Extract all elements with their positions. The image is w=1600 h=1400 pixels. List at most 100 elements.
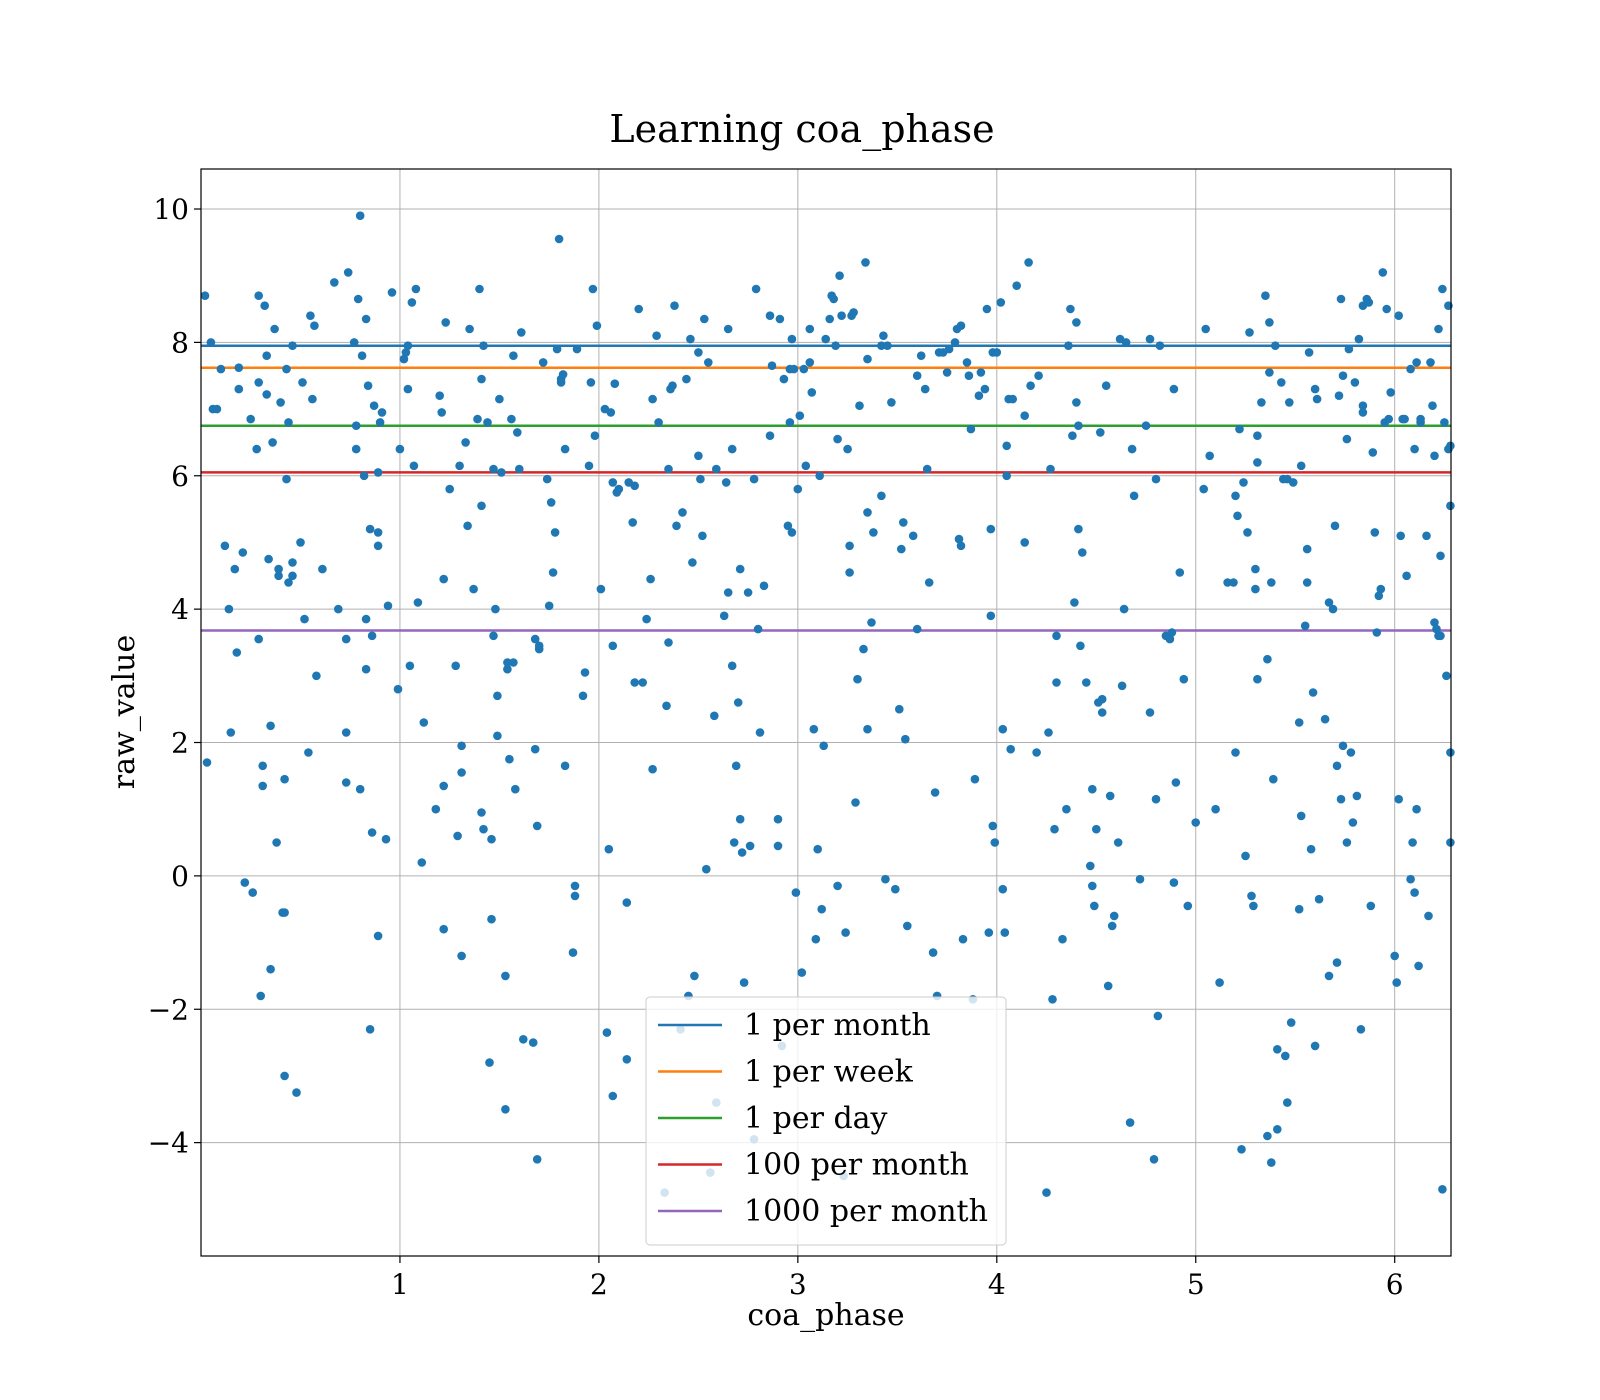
data-point bbox=[821, 334, 830, 344]
data-point bbox=[1169, 384, 1179, 394]
data-point bbox=[1171, 778, 1181, 787]
data-point bbox=[1364, 298, 1374, 307]
data-point bbox=[1346, 748, 1356, 757]
data-point bbox=[351, 444, 361, 454]
data-point bbox=[773, 841, 783, 851]
data-point bbox=[1082, 678, 1091, 687]
data-point bbox=[284, 578, 293, 587]
data-point bbox=[1332, 761, 1342, 771]
data-point bbox=[312, 671, 321, 681]
data-point bbox=[668, 381, 677, 391]
data-point bbox=[990, 838, 1000, 847]
y-tick-label: 2 bbox=[171, 727, 189, 760]
data-point bbox=[1243, 528, 1252, 537]
data-point bbox=[859, 644, 868, 654]
x-tick-label: 2 bbox=[590, 1268, 608, 1301]
data-point bbox=[694, 451, 703, 461]
data-point bbox=[801, 461, 811, 471]
data-point bbox=[487, 914, 496, 924]
data-point bbox=[1020, 411, 1029, 421]
data-point bbox=[1354, 334, 1364, 344]
data-point bbox=[1324, 598, 1334, 607]
data-point bbox=[1097, 708, 1107, 717]
data-point bbox=[365, 524, 375, 534]
data-point bbox=[493, 731, 502, 741]
data-point bbox=[1338, 371, 1348, 381]
data-point bbox=[570, 881, 580, 891]
data-point bbox=[437, 408, 447, 417]
data-point bbox=[1288, 478, 1298, 487]
data-point bbox=[1446, 838, 1455, 847]
data-point bbox=[845, 541, 854, 551]
data-point bbox=[387, 288, 397, 297]
data-point bbox=[1296, 811, 1306, 821]
data-point bbox=[1271, 341, 1280, 351]
data-point bbox=[266, 964, 275, 974]
data-point bbox=[489, 464, 498, 474]
data-point bbox=[381, 834, 391, 844]
data-point bbox=[982, 304, 992, 314]
data-point bbox=[1434, 324, 1443, 334]
data-point bbox=[1378, 268, 1388, 277]
data-point bbox=[787, 528, 797, 537]
data-point bbox=[610, 379, 620, 389]
data-point bbox=[817, 904, 826, 914]
data-point bbox=[767, 361, 777, 371]
data-point bbox=[1215, 978, 1224, 987]
data-point bbox=[608, 641, 618, 651]
data-point bbox=[1088, 784, 1097, 794]
data-point bbox=[1273, 1045, 1282, 1054]
data-point bbox=[501, 1105, 510, 1114]
data-point bbox=[256, 991, 266, 1001]
data-point bbox=[1394, 794, 1403, 804]
data-point bbox=[530, 744, 540, 754]
data-point bbox=[403, 341, 413, 351]
data-point bbox=[648, 394, 657, 404]
data-point bbox=[1052, 678, 1061, 687]
data-point bbox=[1032, 748, 1041, 757]
legend: 1 per month 1 per week 1 per day 100 per mo… bbox=[645, 996, 1007, 1246]
data-point bbox=[799, 364, 809, 374]
data-point bbox=[1223, 578, 1232, 587]
data-point bbox=[351, 421, 361, 431]
data-point bbox=[264, 554, 273, 564]
data-point bbox=[749, 474, 759, 484]
y-tick-label: 8 bbox=[171, 326, 189, 359]
data-point bbox=[1105, 791, 1115, 801]
data-point bbox=[1179, 674, 1189, 684]
data-point bbox=[272, 838, 281, 847]
data-point bbox=[879, 331, 888, 341]
data-point bbox=[1119, 604, 1129, 614]
data-point bbox=[887, 398, 896, 407]
data-point bbox=[775, 314, 785, 324]
data-point bbox=[759, 581, 769, 591]
data-point bbox=[240, 878, 250, 887]
data-point bbox=[532, 1155, 542, 1164]
data-point bbox=[765, 311, 775, 321]
data-point bbox=[1436, 551, 1445, 561]
data-point bbox=[648, 764, 657, 774]
data-point bbox=[1165, 634, 1175, 644]
data-point bbox=[280, 1071, 289, 1081]
data-point bbox=[849, 308, 858, 317]
data-point bbox=[413, 598, 423, 607]
data-point bbox=[1058, 934, 1067, 944]
data-point bbox=[1366, 901, 1376, 911]
data-point bbox=[745, 841, 755, 851]
data-point bbox=[373, 528, 383, 537]
data-point bbox=[672, 521, 681, 531]
data-point bbox=[739, 978, 749, 987]
data-point bbox=[1233, 511, 1242, 521]
data-point bbox=[542, 474, 552, 484]
y-tick-label: −2 bbox=[148, 993, 189, 1026]
data-point bbox=[534, 641, 544, 651]
data-point bbox=[1241, 851, 1250, 861]
data-point bbox=[274, 571, 283, 581]
data-point bbox=[1390, 951, 1399, 961]
data-point bbox=[1446, 501, 1455, 511]
data-point bbox=[485, 1058, 494, 1067]
data-point bbox=[262, 390, 272, 399]
data-point bbox=[260, 301, 270, 311]
data-point bbox=[899, 518, 908, 527]
data-point bbox=[1231, 491, 1240, 501]
